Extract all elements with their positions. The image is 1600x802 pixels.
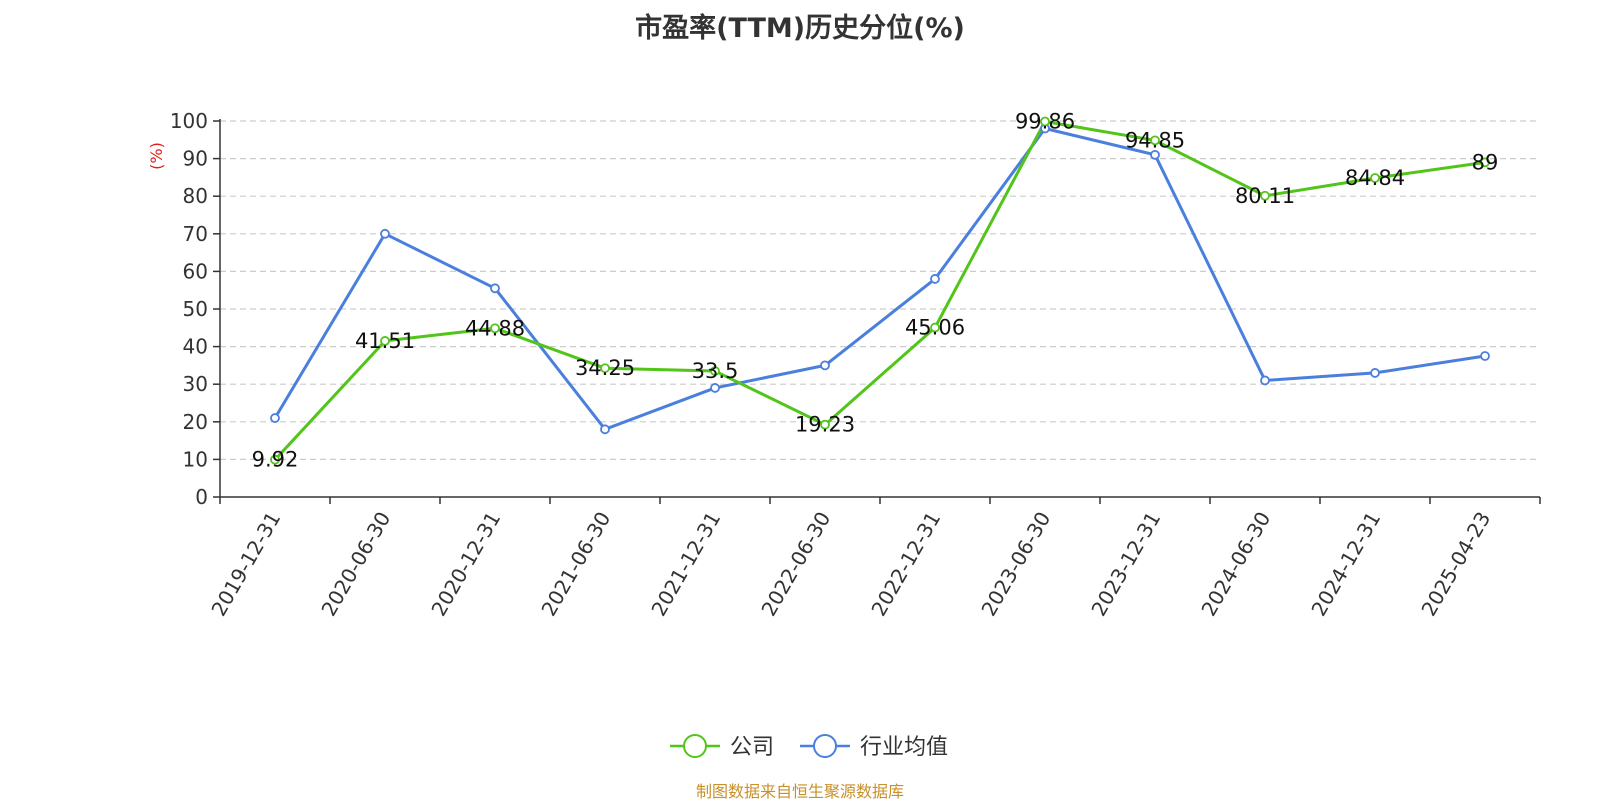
y-tick-label: 70 — [183, 222, 208, 246]
y-tick-label: 10 — [183, 447, 208, 471]
series-0-point — [820, 419, 830, 430]
series-1-point — [710, 383, 720, 393]
data-label: 80.11 — [1235, 184, 1295, 208]
y-tick-label: 50 — [183, 297, 208, 321]
x-tick-label: 2025-04-23 — [1416, 508, 1495, 621]
series-1-point — [1260, 375, 1270, 386]
legend-label-0: 公司 — [730, 735, 774, 760]
y-tick-label: 40 — [183, 335, 208, 359]
data-label: 99.86 — [1015, 110, 1075, 134]
series-1-point — [820, 360, 830, 371]
x-tick-label: 2021-06-30 — [536, 508, 615, 621]
series-0-point — [710, 366, 720, 376]
series-1-point — [600, 424, 610, 435]
x-tick-label: 2019-12-31 — [206, 508, 285, 621]
y-tick-label: 20 — [183, 410, 208, 434]
x-tick-label: 2022-06-30 — [756, 508, 835, 621]
series-0-point — [1370, 173, 1380, 183]
legend-marker-0 — [683, 734, 707, 758]
series-0-point — [930, 322, 940, 333]
data-label: 41.51 — [355, 329, 415, 353]
series-1-point — [1370, 368, 1380, 378]
x-tick-label: 2024-06-30 — [1196, 508, 1275, 621]
data-label: 89 — [1472, 150, 1499, 174]
data-label: 44.88 — [465, 316, 525, 340]
x-tick-label: 2020-12-31 — [426, 508, 505, 621]
data-label: 9.92 — [252, 448, 299, 472]
x-tick-label: 2023-06-30 — [976, 508, 1055, 621]
data-label: 94.85 — [1125, 128, 1185, 152]
y-tick-label: 30 — [183, 372, 208, 396]
series-1-point — [1480, 351, 1490, 361]
series-0-point — [1150, 135, 1160, 146]
data-label: 19.23 — [795, 413, 855, 437]
x-tick-label: 2022-12-31 — [866, 508, 945, 621]
y-tick-label: 0 — [195, 485, 208, 509]
series-1-point — [1150, 149, 1160, 160]
series-0-point — [1040, 116, 1050, 127]
series-1-point — [490, 283, 500, 294]
y-tick-label: 80 — [183, 184, 208, 208]
series-0-point — [270, 454, 280, 465]
data-label: 45.06 — [905, 316, 965, 340]
source-note: 制图数据来自恒生聚源数据库 — [695, 782, 904, 801]
series-line-1 — [273, 127, 1486, 431]
y-axis-label: (%) — [147, 142, 166, 170]
y-tick-label: 60 — [183, 259, 208, 283]
series-1-point — [930, 274, 940, 284]
data-label: 84.84 — [1345, 166, 1405, 190]
legend-label-1: 行业均值 — [860, 735, 948, 760]
series-0-point — [600, 363, 610, 374]
series-0-point — [380, 336, 390, 346]
chart-title: 市盈率(TTM)历史分位(%) — [635, 13, 965, 44]
data-label: 33.5 — [692, 359, 739, 383]
data-label: 34.25 — [575, 356, 635, 380]
y-tick-label: 100 — [170, 109, 208, 133]
series-line-0 — [273, 120, 1486, 461]
x-tick-label: 2020-06-30 — [316, 508, 395, 621]
series-1-point — [270, 413, 280, 423]
series-0-point — [1480, 157, 1490, 168]
x-tick-label: 2024-12-31 — [1306, 508, 1385, 621]
legend-marker-1 — [813, 734, 837, 758]
series-0-point — [1260, 190, 1270, 201]
x-tick-label: 2021-12-31 — [646, 508, 725, 621]
series-0-point — [490, 323, 500, 334]
series-1-point — [380, 228, 390, 239]
x-tick-label: 2023-12-31 — [1086, 508, 1165, 621]
y-tick-label: 90 — [183, 147, 208, 171]
